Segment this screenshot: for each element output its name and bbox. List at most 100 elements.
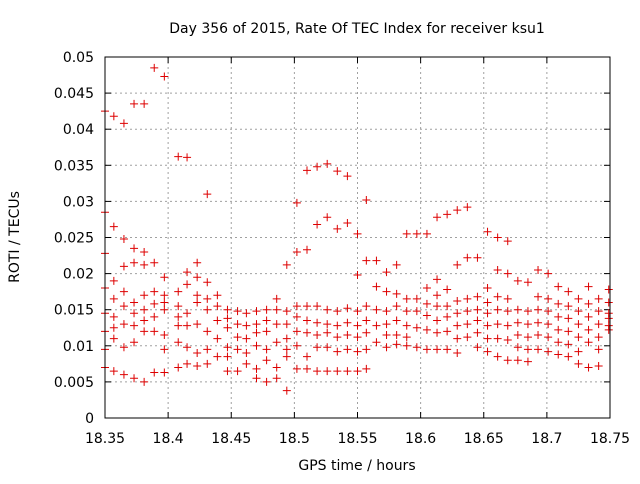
data-point <box>303 364 311 373</box>
data-point <box>372 321 381 330</box>
data-point <box>382 268 391 277</box>
data-point <box>262 345 271 354</box>
data-point <box>130 244 139 253</box>
data-point <box>343 172 352 181</box>
data-point <box>272 305 281 314</box>
data-point <box>554 312 563 321</box>
data-point <box>453 297 462 306</box>
data-point <box>433 345 442 354</box>
data-point <box>213 291 222 300</box>
data-point <box>282 345 291 354</box>
data-point <box>282 307 291 316</box>
data-point <box>323 213 332 222</box>
data-point <box>140 99 149 108</box>
data-point <box>372 338 381 347</box>
data-point <box>282 260 291 269</box>
data-point <box>292 198 301 207</box>
data-point <box>252 364 261 373</box>
data-point <box>109 367 118 376</box>
data-point <box>584 325 593 334</box>
data-point <box>544 320 553 329</box>
data-point <box>443 210 452 219</box>
y-tick-label: 0 <box>85 411 94 427</box>
data-point <box>174 338 183 347</box>
data-point <box>282 386 291 395</box>
data-point <box>574 320 583 329</box>
data-point <box>362 316 371 325</box>
data-point <box>233 345 242 354</box>
data-point <box>412 323 421 332</box>
data-point <box>343 318 352 327</box>
data-point <box>604 325 613 334</box>
data-point <box>109 112 118 121</box>
data-point <box>422 325 431 334</box>
data-point <box>313 367 322 376</box>
data-point <box>343 367 352 376</box>
data-point <box>303 316 311 325</box>
data-point <box>564 302 573 311</box>
data-point <box>412 294 421 303</box>
data-point <box>303 328 311 337</box>
x-tick-label: 18.7 <box>531 431 562 447</box>
data-point <box>362 345 371 354</box>
data-point <box>242 349 251 358</box>
data-point <box>574 359 583 368</box>
data-point <box>272 294 281 303</box>
data-point <box>584 363 593 372</box>
data-point <box>193 362 202 371</box>
data-point <box>412 229 421 238</box>
data-point <box>160 298 169 307</box>
data-point <box>109 222 118 231</box>
data-point <box>119 320 128 329</box>
data-point <box>203 294 212 303</box>
data-point <box>534 345 543 354</box>
data-point <box>483 334 492 343</box>
data-point <box>574 294 583 303</box>
data-point <box>242 359 251 368</box>
data-point <box>174 287 183 296</box>
data-point <box>223 352 232 361</box>
data-point <box>303 302 311 311</box>
data-point <box>292 364 301 373</box>
y-tick-label: 0.015 <box>54 303 94 319</box>
y-tick-label: 0.045 <box>54 86 94 102</box>
data-point <box>140 377 149 386</box>
data-point <box>353 347 362 356</box>
data-point <box>422 284 431 293</box>
data-point <box>150 299 159 308</box>
data-point <box>333 167 342 176</box>
data-point <box>594 294 603 303</box>
data-point <box>174 302 183 311</box>
data-point <box>183 268 192 277</box>
x-tick-label: 18.6 <box>405 431 436 447</box>
data-point <box>382 320 391 329</box>
data-point <box>564 340 573 349</box>
data-point <box>422 311 431 320</box>
data-point <box>150 368 159 377</box>
data-point <box>353 271 362 280</box>
data-point <box>343 219 352 228</box>
data-point <box>262 377 271 386</box>
data-point <box>233 307 242 316</box>
data-point <box>372 282 381 291</box>
data-point <box>392 302 401 311</box>
data-point <box>333 307 342 316</box>
data-point <box>523 345 532 354</box>
data-point <box>150 258 159 267</box>
data-point <box>353 229 362 238</box>
data-point <box>422 345 431 354</box>
x-tick-labels: 18.35 18.4 18.45 18.5 18.55 18.6 18.65 18.7 18.7… <box>85 431 630 447</box>
data-point <box>183 359 192 368</box>
data-point <box>534 265 543 274</box>
data-point <box>412 343 421 352</box>
data-point <box>574 307 583 316</box>
data-point <box>544 333 553 342</box>
data-point <box>574 347 583 356</box>
data-point <box>402 229 411 238</box>
data-point <box>343 330 352 339</box>
data-point <box>473 316 482 325</box>
data-point <box>150 312 159 321</box>
data-point <box>594 362 603 371</box>
data-point <box>252 320 261 329</box>
data-point <box>119 287 128 296</box>
